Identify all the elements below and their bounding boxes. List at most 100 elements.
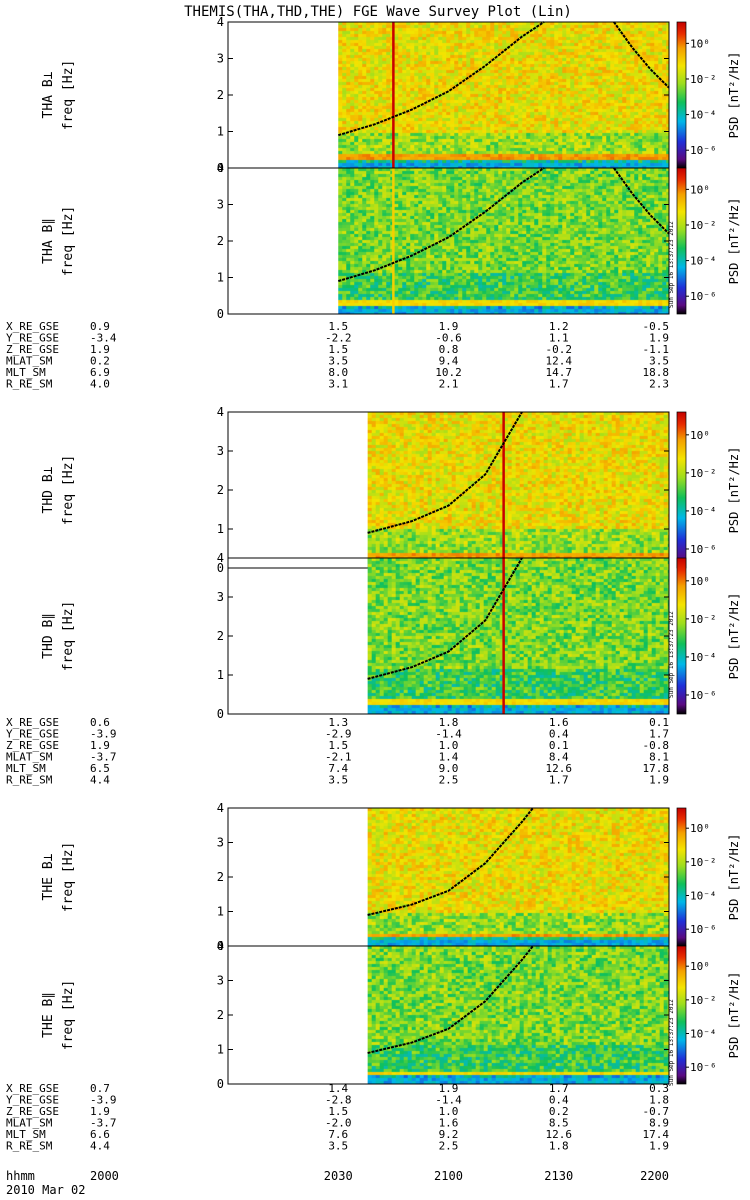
y-tick-label: 4	[217, 551, 224, 565]
ephemeris-value: 12.6	[546, 762, 573, 775]
y-axis-label: freq [Hz]	[61, 601, 76, 671]
ephemeris-value: 3.5	[328, 774, 348, 787]
ephemeris-value: 6.9	[90, 366, 110, 379]
ephemeris-layer: X_RE_GSE 0.9 1.5 1.9 1.2 -0.5 Y_RE_GSE -3.4 -2.2…	[6, 320, 669, 1153]
ephemeris-table: X_RE_GSE 0.6 1.3 1.8 1.6 0.1 Y_RE_GSE -3.9 -2.9 -…	[6, 716, 669, 787]
spectrogram-panel: 0 1 2 3 4 THE B⊥ freq [Hz] 10⁰ 10⁻² 10⁻⁴ 10⁻⁶ PSD […	[41, 801, 741, 953]
colorbar-label: PSD [nT²/Hz]	[727, 198, 741, 285]
y-tick-label: 0	[217, 561, 224, 575]
ephemeris-value: 0.4	[549, 1094, 569, 1107]
panels-layer: 0 1 2 3 4 THA B⊥ freq [Hz] 10⁰ 10⁻² 10⁻⁴ 10⁻⁶ PSD […	[41, 15, 741, 1091]
ephemeris-row-label: MLT_SM	[6, 1128, 46, 1141]
timestamp: Sun Sep 16 13:37:23 2012	[668, 221, 675, 308]
ephemeris-row-label: Z_RE_GSE	[6, 1105, 59, 1118]
y-tick-label: 3	[217, 836, 224, 850]
ephemeris-value: 3.5	[328, 355, 348, 368]
colorbar-tick-label: 10⁰	[690, 822, 710, 835]
ephemeris-table: X_RE_GSE 0.7 1.4 1.9 1.7 0.3 Y_RE_GSE -3.9 -2.8 -…	[6, 1082, 669, 1153]
ephemeris-value: 2.5	[439, 1140, 459, 1153]
ephemeris-row-label: Y_RE_GSE	[6, 1094, 59, 1107]
colorbar-tick-label: 10⁻²	[690, 856, 717, 869]
ephemeris-row-label: Y_RE_GSE	[6, 728, 59, 741]
y-axis-label: freq [Hz]	[61, 842, 76, 912]
colorbar-tick-label: 10⁻²	[690, 73, 717, 86]
ephemeris-value: 0.1	[549, 739, 569, 752]
timestamp: Sun Sep 16 13:37:23 2012	[668, 999, 675, 1086]
ephemeris-value: 7.4	[328, 762, 348, 775]
ephemeris-value: 1.7	[549, 774, 569, 787]
spectrogram-image	[367, 558, 669, 714]
ephemeris-value: 14.7	[546, 366, 573, 379]
ephemeris-value: -1.4	[435, 728, 462, 741]
y-axis-label: freq [Hz]	[61, 455, 76, 525]
ephemeris-value: -2.0	[325, 1117, 352, 1130]
y-tick-label: 4	[217, 801, 224, 815]
ephemeris-value: 1.5	[328, 1105, 348, 1118]
ephemeris-value: 4.0	[90, 378, 110, 391]
ephemeris-value: -2.2	[325, 332, 352, 345]
ephemeris-value: 4.4	[90, 774, 110, 787]
ephemeris-row-label: MLT_SM	[6, 762, 46, 775]
ephemeris-row-label: Z_RE_GSE	[6, 739, 59, 752]
y-tick-label: 0	[217, 707, 224, 721]
ephemeris-row-label: Y_RE_GSE	[6, 332, 59, 345]
y-tick-label: 4	[217, 939, 224, 953]
y-tick-label: 1	[217, 271, 224, 285]
colorbar-tick-label: 10⁻⁴	[690, 890, 717, 903]
colorbar-tick-label: 10⁻²	[690, 467, 717, 480]
gyrofrequency-curve	[367, 557, 523, 680]
ephemeris-row-label: MLAT_SM	[6, 1117, 53, 1130]
y-tick-label: 1	[217, 125, 224, 139]
ephemeris-value: -1.1	[643, 343, 670, 356]
time-tick-label: 2200	[640, 1169, 669, 1183]
y-tick-label: 3	[217, 590, 224, 604]
panel-label: THA B∥	[41, 218, 56, 264]
time-axis: hhmm 2010 Mar 02 2000 2030 2100 2130 2200	[6, 1169, 669, 1197]
ephemeris-value: -0.7	[643, 1105, 670, 1118]
ephemeris-value: 1.5	[328, 320, 348, 333]
ephemeris-value: 0.2	[90, 355, 110, 368]
colorbar-tick-label: 10⁻⁶	[690, 1061, 717, 1074]
panel-label: THA B⊥	[41, 71, 56, 118]
time-tick-label: 2100	[434, 1169, 463, 1183]
ephemeris-value: 0.7	[90, 1082, 110, 1095]
colorbar-label: PSD [nT²/Hz]	[727, 834, 741, 921]
y-axis-label: freq [Hz]	[61, 206, 76, 276]
time-axis-label: hhmm	[6, 1169, 35, 1183]
ephemeris-value: 1.9	[439, 320, 459, 333]
ephemeris-row-label: MLT_SM	[6, 366, 46, 379]
y-tick-label: 3	[217, 198, 224, 212]
ephemeris-value: 1.4	[439, 751, 459, 764]
y-tick-label: 3	[217, 444, 224, 458]
y-tick-label: 1	[217, 668, 224, 682]
colorbar	[676, 411, 687, 569]
colorbar	[676, 945, 687, 1085]
y-tick-label: 4	[217, 161, 224, 175]
ephemeris-value: 8.1	[649, 751, 669, 764]
date-label: 2010 Mar 02	[6, 1183, 85, 1197]
ephemeris-value: 1.2	[549, 320, 569, 333]
y-tick-label: 2	[217, 483, 224, 497]
time-tick-label: 2130	[544, 1169, 573, 1183]
colorbar-tick-label: 10⁰	[690, 575, 710, 588]
ephemeris-value: 6.6	[90, 1128, 110, 1141]
ephemeris-row-label: X_RE_GSE	[6, 320, 59, 333]
colorbar-tick-label: 10⁻⁴	[690, 255, 717, 268]
ephemeris-value: 3.1	[328, 378, 348, 391]
y-tick-label: 2	[217, 88, 224, 102]
ephemeris-value: -1.4	[435, 1094, 462, 1107]
colorbar-tick-label: 10⁻²	[690, 219, 717, 232]
ephemeris-row-label: X_RE_GSE	[6, 1082, 59, 1095]
gyrofrequency-curve	[367, 807, 534, 916]
ephemeris-value: 10.2	[435, 366, 462, 379]
spectrogram-image	[338, 22, 670, 168]
ephemeris-row-label: X_RE_GSE	[6, 716, 59, 729]
ephemeris-value: 0.3	[649, 1082, 669, 1095]
colorbar-tick-label: 10⁻⁶	[690, 290, 717, 303]
spectrogram-image	[338, 168, 670, 314]
spectrogram-panel: 0 1 2 3 4 THD B⊥ freq [Hz] 10⁰ 10⁻² 10⁻⁴ 10⁻⁶ PSD […	[41, 405, 741, 575]
spectrogram-panel: 0 1 2 3 4 THD B∥ freq [Hz] 10⁰ 10⁻² 10⁻⁴ 10⁻⁶ PSD […	[41, 551, 741, 721]
ephemeris-value: 2.3	[649, 378, 669, 391]
y-tick-label: 4	[217, 405, 224, 419]
y-tick-label: 1	[217, 1043, 224, 1057]
